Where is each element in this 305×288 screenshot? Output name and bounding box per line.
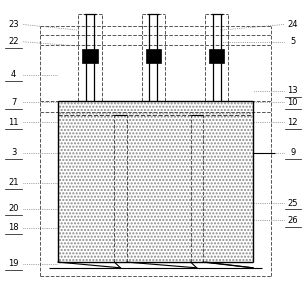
Text: 4: 4 [11,70,16,79]
Bar [209,49,224,63]
Bar [82,49,98,63]
Bar [58,101,253,262]
Text: 7: 7 [11,98,16,107]
Text: 13: 13 [288,86,298,95]
Bar [146,49,161,63]
Text: 5: 5 [290,37,296,46]
Text: 24: 24 [288,20,298,29]
Text: 10: 10 [288,98,298,107]
Text: 25: 25 [288,198,298,208]
Text: 9: 9 [290,148,296,157]
Text: 3: 3 [11,148,16,157]
Text: 18: 18 [9,223,19,232]
Text: 22: 22 [9,37,19,46]
Text: 19: 19 [9,259,19,268]
Text: 21: 21 [9,178,19,187]
Text: 20: 20 [9,204,19,213]
Text: 12: 12 [288,118,298,127]
Text: 23: 23 [9,20,19,29]
Text: 26: 26 [288,216,298,225]
Text: 11: 11 [9,118,19,127]
